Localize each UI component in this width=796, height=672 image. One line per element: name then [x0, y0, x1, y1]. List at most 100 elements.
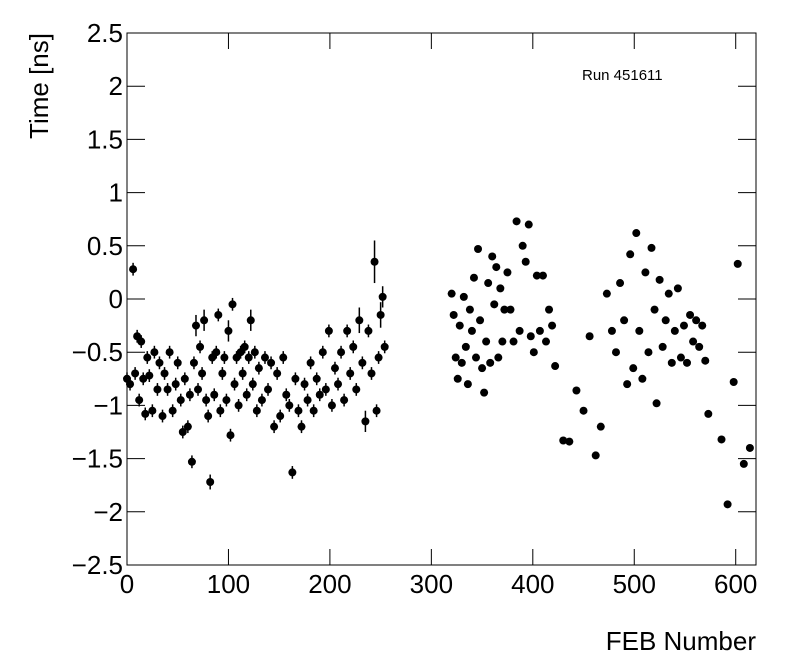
data-point	[602, 289, 611, 298]
data-point	[655, 275, 664, 284]
data-point	[183, 422, 192, 431]
y-tick-label: 2.5	[87, 18, 123, 48]
data-point	[467, 326, 476, 335]
data-point	[498, 337, 507, 346]
data-point	[723, 500, 732, 509]
data-point	[503, 268, 512, 277]
data-point	[224, 326, 233, 335]
data-point	[647, 243, 656, 252]
data-point	[515, 326, 524, 335]
data-point	[282, 390, 291, 399]
data-point	[196, 342, 205, 351]
data-point	[461, 342, 470, 351]
data-point	[306, 358, 315, 367]
data-point	[244, 353, 253, 362]
data-point	[652, 399, 661, 408]
data-point	[579, 406, 588, 415]
data-point	[216, 406, 225, 415]
data-point	[512, 217, 521, 226]
data-point	[521, 257, 530, 266]
data-point	[358, 358, 367, 367]
data-point	[635, 326, 644, 335]
data-point	[596, 422, 605, 431]
data-point	[486, 358, 495, 367]
data-point	[202, 396, 211, 405]
data-point	[180, 374, 189, 383]
data-point	[632, 229, 641, 238]
data-point	[370, 257, 379, 266]
x-tick-label: 500	[613, 569, 656, 599]
x-tick-label: 0	[120, 569, 134, 599]
data-point	[126, 380, 135, 389]
data-point	[185, 390, 194, 399]
y-tick-label: −1.5	[72, 444, 123, 474]
data-point	[638, 374, 647, 383]
data-point	[327, 401, 336, 410]
data-point	[559, 436, 568, 445]
data-point	[276, 412, 285, 421]
data-point	[518, 241, 527, 250]
data-point	[214, 310, 223, 319]
x-tick-label: 600	[714, 569, 757, 599]
data-point	[453, 374, 462, 383]
data-point	[463, 380, 472, 389]
data-point	[372, 406, 381, 415]
data-point	[572, 386, 581, 395]
data-point	[465, 305, 474, 314]
data-point	[300, 380, 309, 389]
data-point	[591, 451, 600, 460]
data-point	[476, 316, 485, 325]
data-point	[611, 348, 620, 357]
data-point	[695, 342, 704, 351]
data-point	[374, 353, 383, 362]
data-point	[318, 348, 327, 357]
data-point	[490, 300, 499, 309]
data-point	[745, 443, 754, 452]
data-point	[198, 369, 207, 378]
data-point	[623, 380, 632, 389]
data-point	[471, 353, 480, 362]
data-point	[264, 385, 273, 394]
data-point	[337, 348, 346, 357]
data-point	[474, 244, 483, 253]
data-point	[135, 396, 144, 405]
data-point	[163, 385, 172, 394]
data-point	[173, 358, 182, 367]
data-point	[324, 326, 333, 335]
data-point	[176, 396, 185, 405]
data-point	[210, 390, 219, 399]
data-point	[676, 353, 685, 362]
data-point	[238, 369, 247, 378]
x-tick-label: 200	[308, 569, 351, 599]
data-point	[704, 409, 713, 418]
data-point	[303, 396, 312, 405]
data-point	[309, 406, 318, 415]
data-point	[153, 385, 162, 394]
data-point	[260, 353, 269, 362]
data-point	[484, 279, 493, 288]
data-point	[551, 362, 560, 371]
data-point	[469, 273, 478, 282]
data-point	[455, 321, 464, 330]
data-point	[492, 263, 501, 272]
data-point	[650, 305, 659, 314]
data-point	[629, 364, 638, 373]
data-point	[667, 358, 676, 367]
data-point	[137, 337, 146, 346]
data-point	[294, 406, 303, 415]
data-point	[160, 369, 169, 378]
data-point	[315, 390, 324, 399]
data-point	[548, 321, 557, 330]
data-point	[626, 250, 635, 259]
data-point	[349, 342, 358, 351]
x-tick-label: 100	[207, 569, 250, 599]
data-point	[607, 326, 616, 335]
data-point	[346, 369, 355, 378]
data-point	[168, 406, 177, 415]
y-tick-label: −0.5	[72, 337, 123, 367]
y-tick-label: 0	[109, 284, 123, 314]
data-point	[457, 358, 466, 367]
data-point	[297, 422, 306, 431]
data-point	[234, 401, 243, 410]
